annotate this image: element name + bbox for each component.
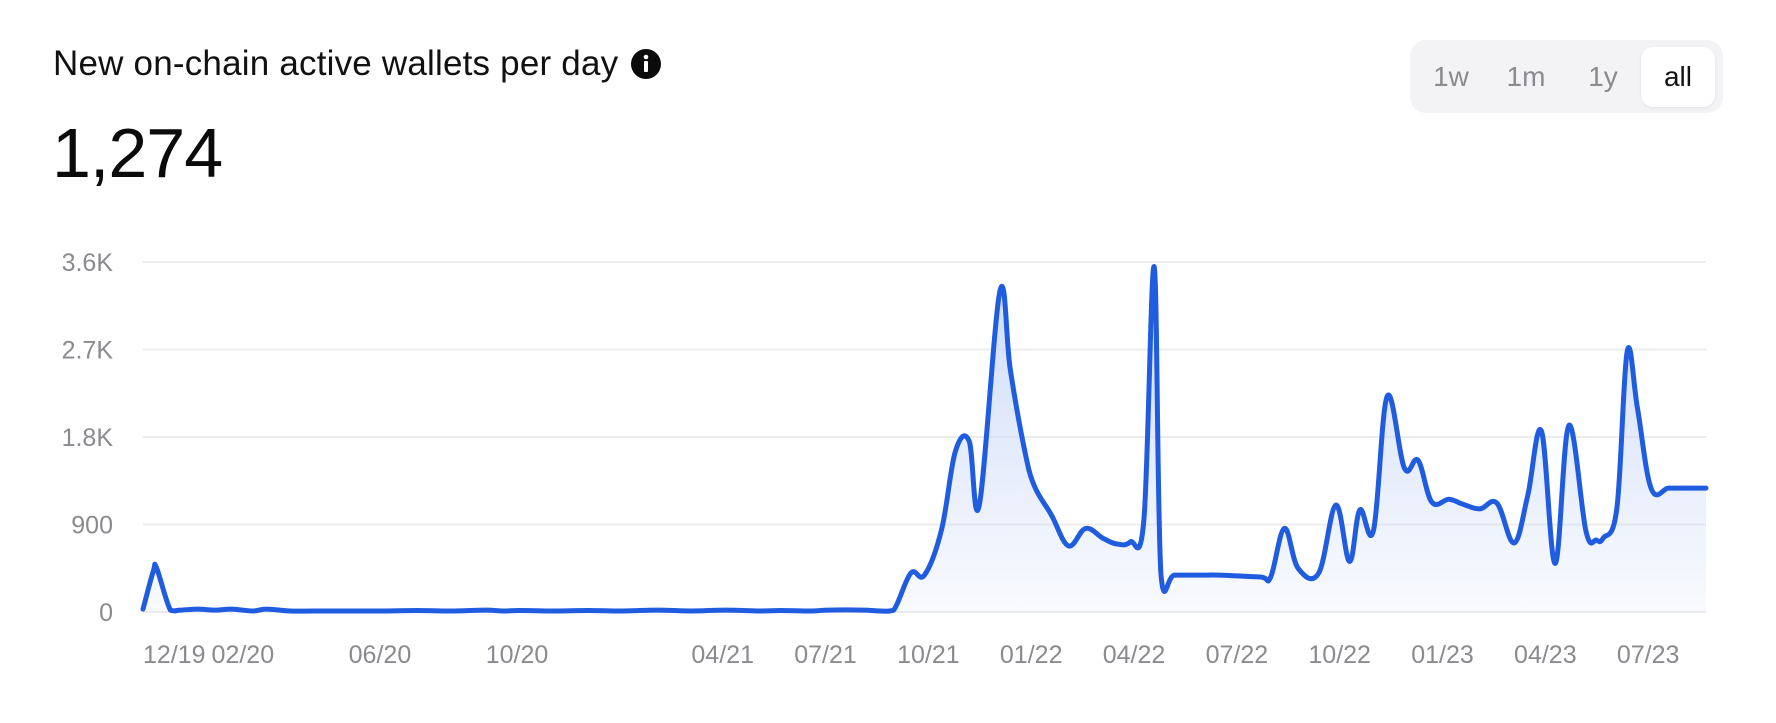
x-tick-label: 02/20 xyxy=(212,641,275,669)
info-icon[interactable] xyxy=(630,48,662,80)
range-1w-button[interactable]: 1w xyxy=(1433,60,1469,92)
x-tick-label: 04/22 xyxy=(1103,641,1166,669)
x-tick-label: 12/19 xyxy=(143,641,206,669)
range-1y-button[interactable]: 1y xyxy=(1588,60,1618,92)
series-line[interactable] xyxy=(140,264,1709,614)
x-tick-label: 07/22 xyxy=(1206,641,1269,669)
y-tick-label: 1.8K xyxy=(62,424,114,452)
time-range-selector: 1w 1m 1y all xyxy=(1410,40,1723,113)
x-tick-label: 06/20 xyxy=(349,641,412,669)
series-area-fill xyxy=(143,266,1706,612)
chart-title: New on-chain active wallets per day xyxy=(53,44,619,83)
y-tick-label: 900 xyxy=(71,512,113,540)
x-tick-label: 07/21 xyxy=(794,641,857,669)
x-tick-label: 10/21 xyxy=(897,641,960,669)
x-tick-label: 04/21 xyxy=(691,641,754,669)
x-tick-label: 07/23 xyxy=(1617,641,1680,669)
y-tick-label: 0 xyxy=(99,599,113,627)
x-tick-label: 01/23 xyxy=(1411,641,1474,669)
range-1m-button[interactable]: 1m xyxy=(1506,60,1546,92)
current-value: 1,274 xyxy=(52,114,223,192)
range-all-button[interactable]: all xyxy=(1641,46,1715,107)
x-tick-label: 01/22 xyxy=(1000,641,1063,669)
y-tick-label: 3.6K xyxy=(62,249,114,277)
x-tick-label: 10/22 xyxy=(1308,641,1371,669)
y-tick-label: 2.7K xyxy=(62,337,114,365)
x-tick-label: 10/20 xyxy=(486,641,549,669)
title-row: New on-chain active wallets per day xyxy=(53,44,662,84)
x-tick-label: 04/23 xyxy=(1514,641,1577,669)
